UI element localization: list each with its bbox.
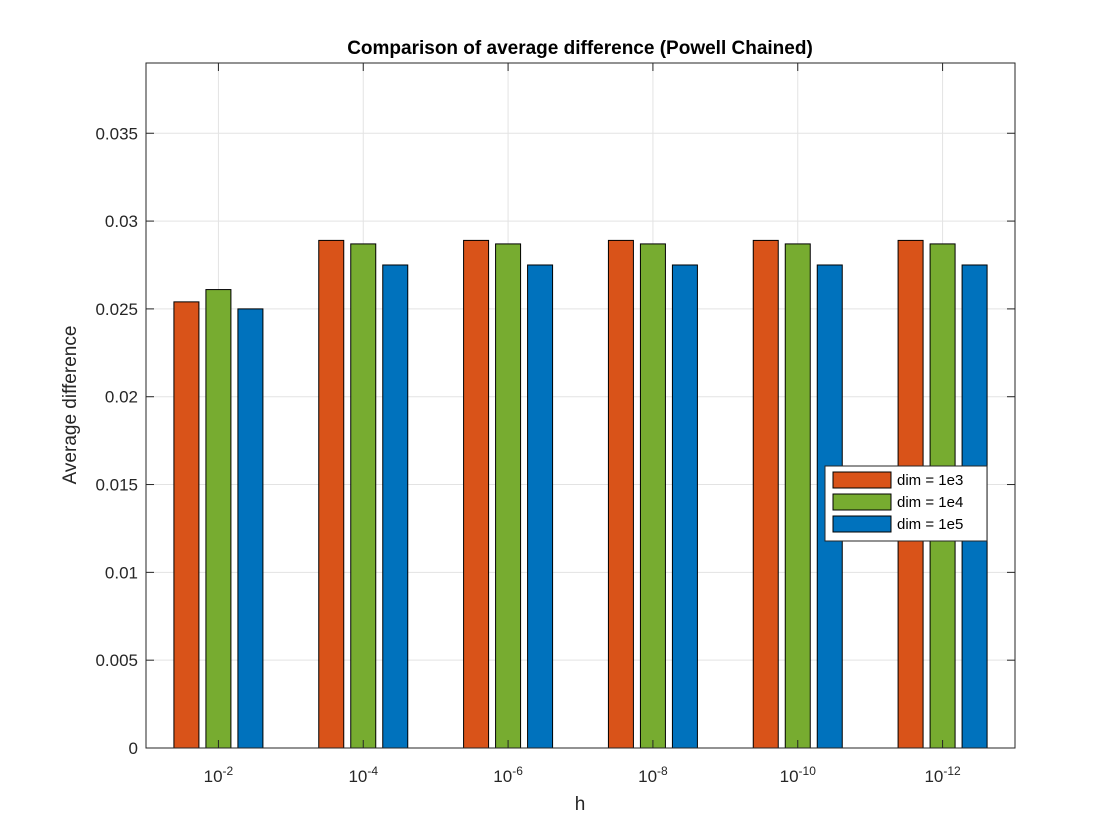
y-tick-label-6: 0.03: [105, 212, 138, 231]
y-tick-label-3: 0.015: [95, 476, 138, 495]
plot-area: [146, 63, 1015, 748]
legend-swatch-1: [832, 471, 892, 489]
y-tick-label-7: 0.035: [95, 124, 138, 143]
bar-3-2: [382, 264, 409, 749]
x-tick-label-5: 10-12: [924, 764, 961, 786]
bar-2-3: [495, 243, 522, 749]
legend-swatch-3: [832, 515, 892, 533]
axes-box: [145, 62, 1016, 749]
bar-2-1: [205, 289, 232, 749]
x-axis-ticks: 10-2 10-4 10-6 10-8 10-10 10-12: [204, 63, 961, 786]
x-tick-label-1: 10-4: [348, 764, 378, 786]
bar-3-4: [671, 264, 698, 749]
bars: [173, 239, 988, 749]
x-axis-label: h: [575, 794, 586, 815]
bar-1-1: [173, 301, 200, 749]
y-tick-label-5: 0.025: [95, 300, 138, 319]
bar-2-5: [784, 243, 811, 749]
y-tick-label-4: 0.02: [105, 388, 138, 407]
bar-2-2: [350, 243, 377, 749]
x-tick-label-0: 10-2: [204, 764, 234, 786]
y-tick-label-2: 0.01: [105, 563, 138, 582]
chart-title: Comparison of average difference (Powell…: [347, 38, 813, 59]
bar-1-4: [607, 239, 634, 749]
bar-2-4: [639, 243, 666, 749]
y-axis-ticks: 0 0.005 0.01 0.015 0.02 0.025 0.03 0.035: [95, 124, 1015, 758]
bar-1-5: [752, 239, 779, 749]
y-tick-label-0: 0: [129, 739, 138, 758]
x-tick-label-2: 10-6: [493, 764, 523, 786]
legend-label-1: dim = 1e3: [897, 472, 963, 489]
legend-label-2: dim = 1e4: [897, 494, 963, 511]
legend-swatch-2: [832, 493, 892, 511]
bar-1-2: [318, 239, 345, 749]
legend-label-3: dim = 1e5: [897, 516, 963, 533]
legend: dim = 1e3 dim = 1e4 dim = 1e5: [824, 465, 988, 542]
x-tick-label-3: 10-8: [638, 764, 668, 786]
x-tick-label-4: 10-10: [780, 764, 817, 786]
bar-1-3: [463, 239, 490, 749]
y-axis-label: Average difference: [60, 326, 81, 485]
bar-3-1: [237, 308, 264, 749]
y-tick-label-1: 0.005: [95, 651, 138, 670]
bar-3-3: [527, 264, 554, 749]
